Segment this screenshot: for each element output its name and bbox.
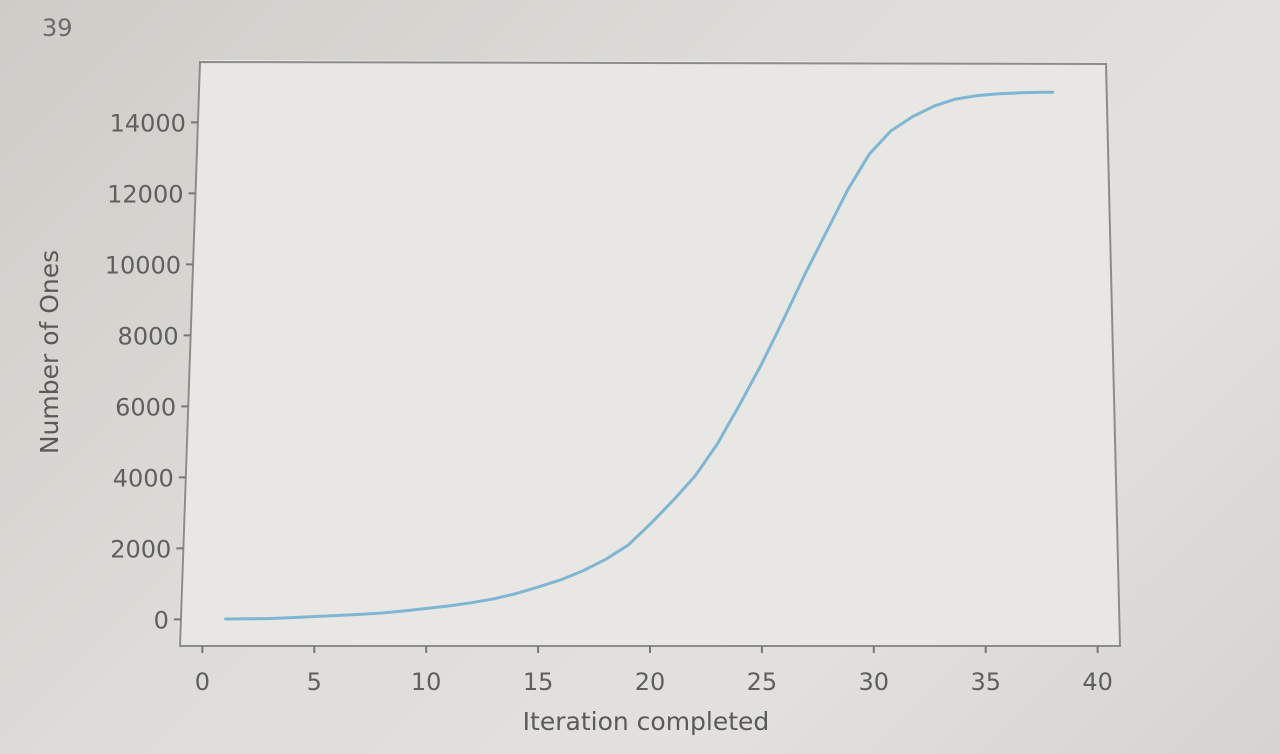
series-group [224,90,1055,621]
x-tick-label: 30 [859,668,890,696]
y-tick-label: 4000 [113,464,174,492]
page-number: 39 [42,14,73,42]
y-axis-label: Number of Ones [35,250,64,454]
x-tick-label: 35 [970,668,1001,696]
y-tick-label: 14000 [110,109,186,137]
x-tick-label: 15 [523,668,554,696]
x-tick-label: 40 [1082,668,1113,696]
y-tick-label: 8000 [118,322,179,350]
y-tick-label: 2000 [110,535,171,563]
x-tick-label: 20 [635,668,666,696]
y-tick-label: 12000 [107,180,183,208]
y-tick-label: 0 [154,606,169,634]
axes-box [178,60,1122,647]
x-tick-label: 0 [195,668,210,696]
plot-frame [178,60,1122,647]
plot-area [178,60,1120,646]
y-tick-label: 10000 [105,251,181,279]
x-tick-label: 5 [307,668,322,696]
y-tick-label: 6000 [115,393,176,421]
y-axis-ticks: 0 2000 4000 6000 8000 10000 12000 14000 [105,109,198,634]
x-tick-label: 10 [411,668,442,696]
series-line-0 [224,90,1055,621]
x-axis-ticks: 0 5 10 15 20 25 30 35 40 [195,646,1113,696]
x-axis-label: Iteration completed [523,707,770,736]
x-tick-label: 25 [747,668,778,696]
